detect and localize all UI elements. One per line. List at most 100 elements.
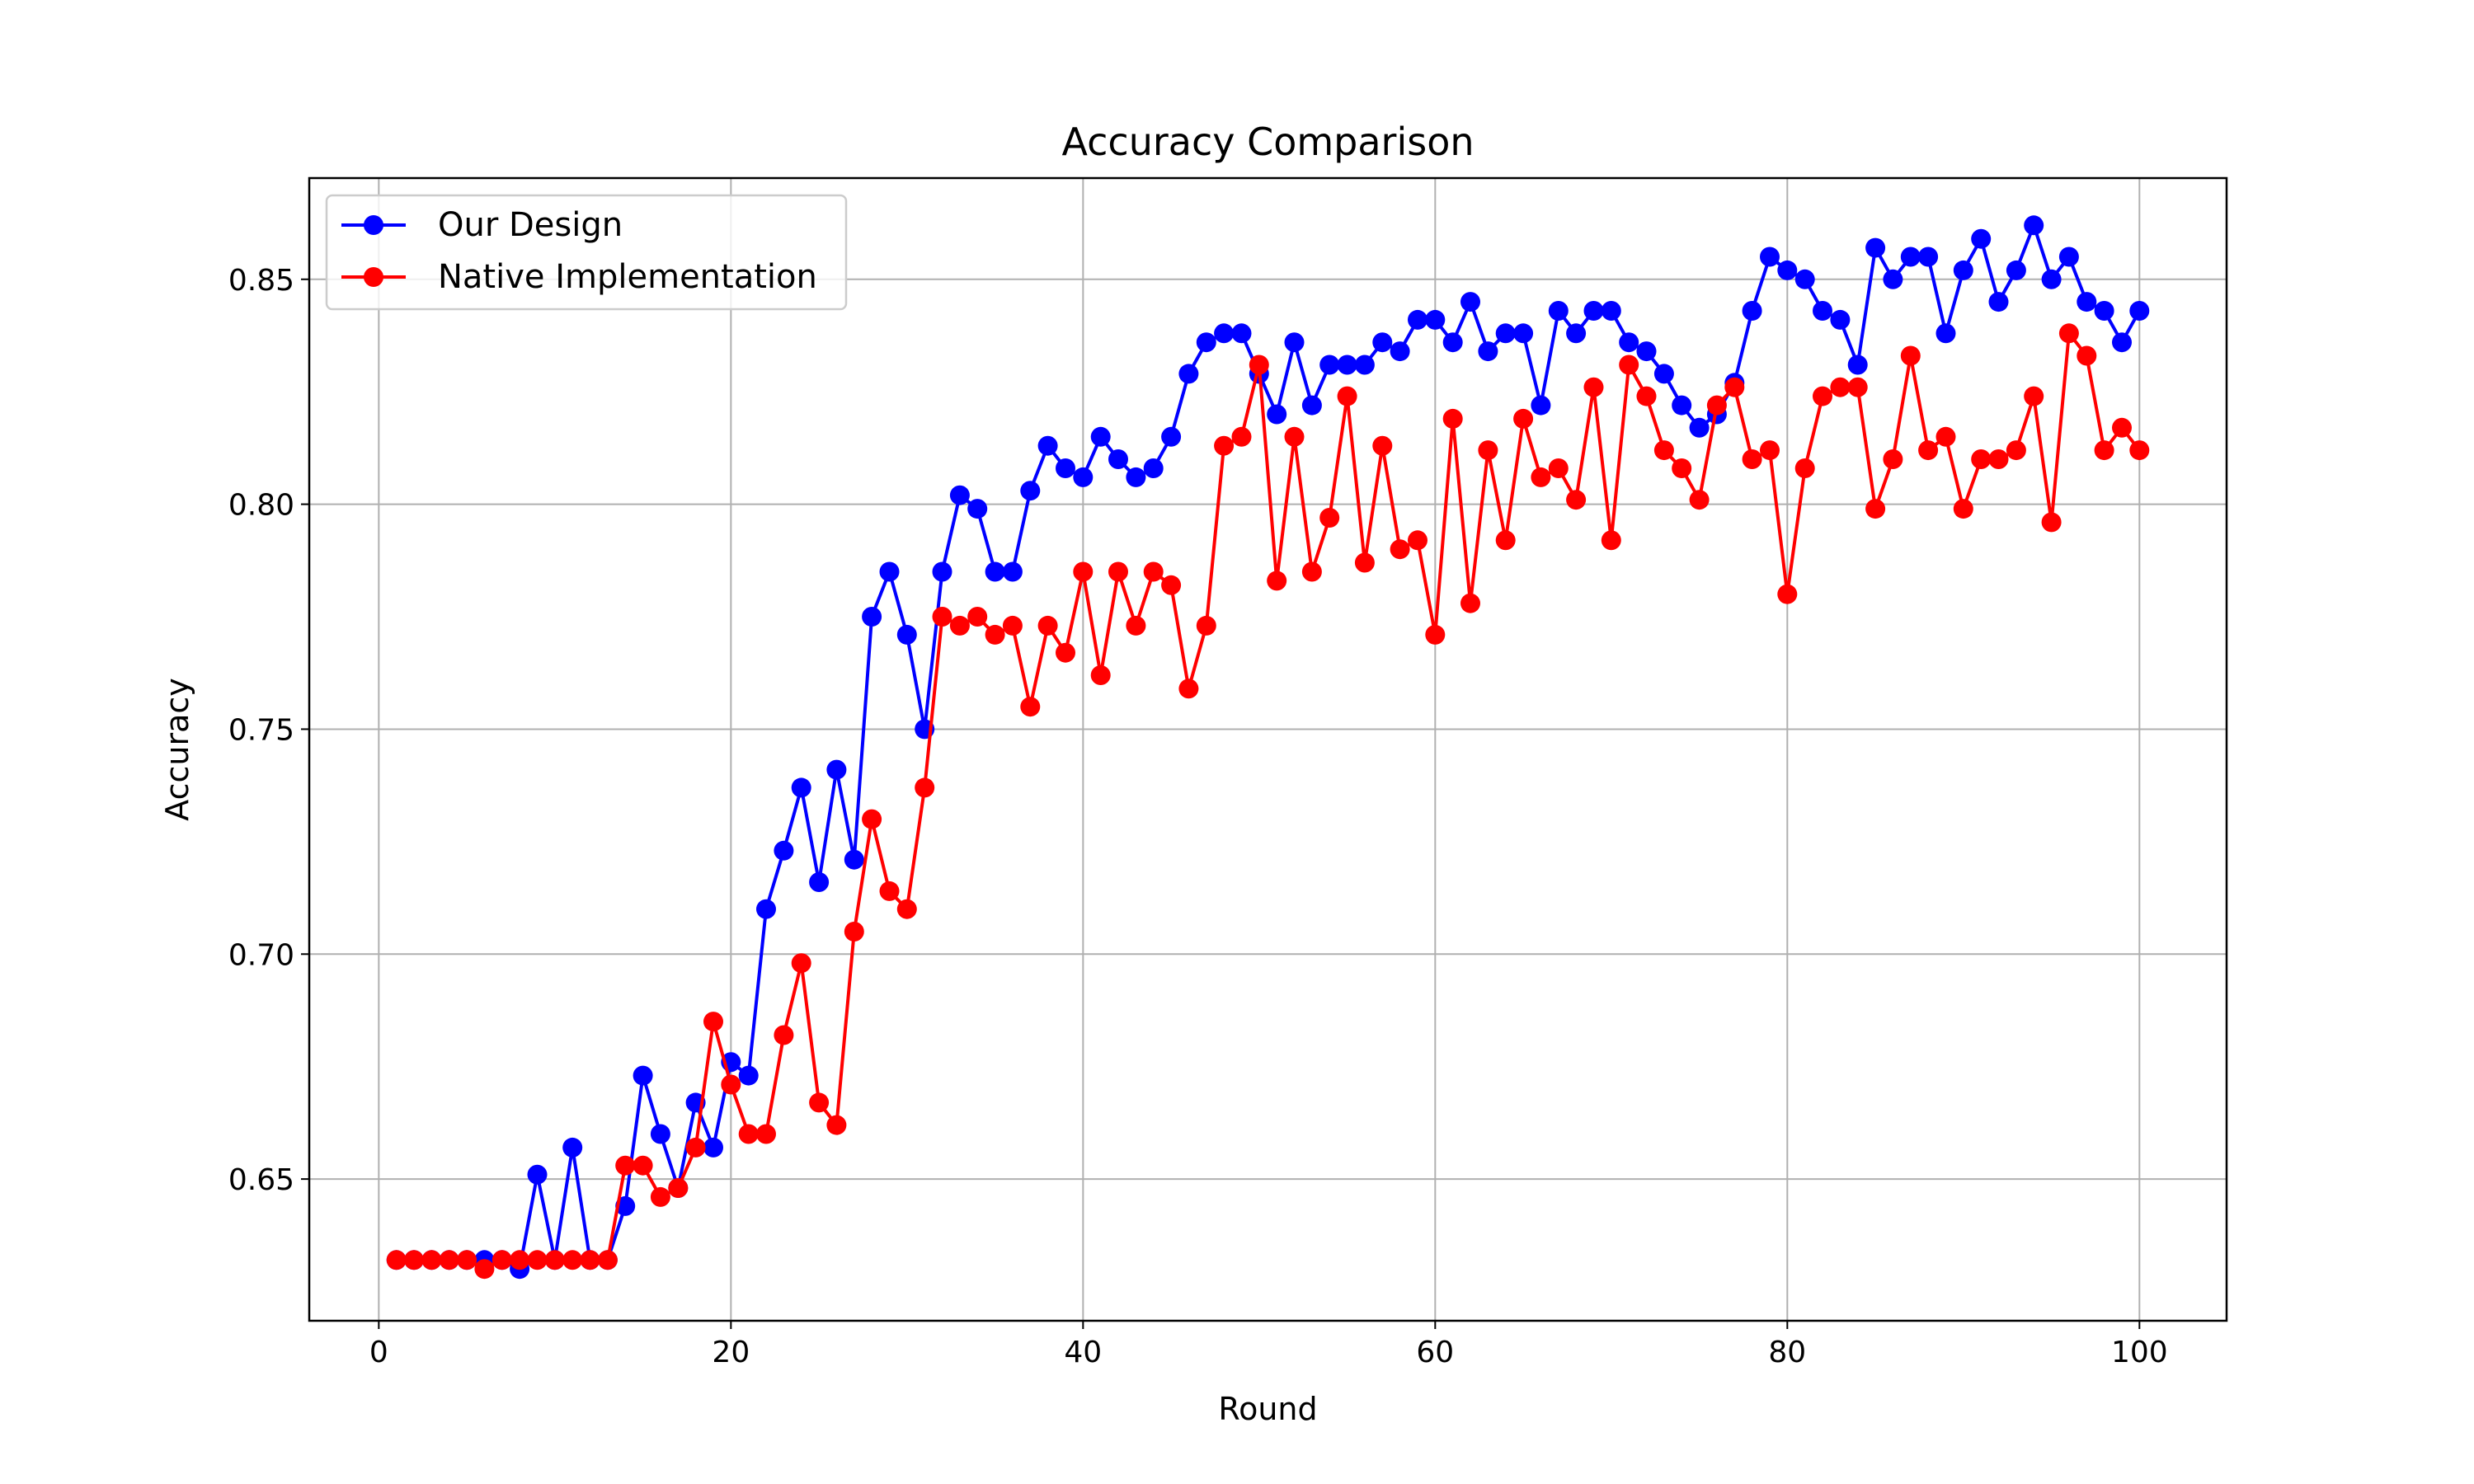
point-native-implementation bbox=[492, 1250, 512, 1270]
point-our-design bbox=[985, 561, 1005, 582]
point-our-design bbox=[1037, 435, 1058, 456]
y-axis-title: Accuracy bbox=[159, 678, 195, 821]
point-native-implementation bbox=[1935, 426, 1956, 447]
point-native-implementation bbox=[1706, 395, 1727, 416]
point-native-implementation bbox=[474, 1259, 495, 1280]
point-our-design bbox=[1337, 355, 1357, 375]
point-native-implementation bbox=[1143, 561, 1164, 582]
point-native-implementation bbox=[896, 899, 917, 919]
point-our-design bbox=[2058, 247, 2079, 267]
point-our-design bbox=[932, 561, 952, 582]
x-tick-label: 40 bbox=[1064, 1336, 1102, 1369]
point-our-design bbox=[844, 849, 864, 870]
point-native-implementation bbox=[1090, 665, 1111, 685]
point-our-design bbox=[1883, 269, 1903, 289]
point-native-implementation bbox=[1301, 561, 1322, 582]
point-native-implementation bbox=[633, 1155, 653, 1176]
point-our-design bbox=[2094, 301, 2114, 321]
point-our-design bbox=[862, 607, 882, 627]
point-native-implementation bbox=[1847, 377, 1868, 397]
point-our-design bbox=[633, 1065, 653, 1086]
point-native-implementation bbox=[1566, 490, 1587, 510]
point-our-design bbox=[1442, 332, 1463, 353]
point-native-implementation bbox=[1249, 355, 1269, 375]
point-native-implementation bbox=[844, 922, 864, 942]
x-tick-label: 60 bbox=[1416, 1336, 1454, 1369]
point-native-implementation bbox=[1372, 435, 1393, 456]
x-tick-label: 100 bbox=[2111, 1336, 2168, 1369]
point-native-implementation bbox=[562, 1250, 583, 1270]
point-our-design bbox=[2024, 215, 2044, 236]
point-our-design bbox=[1408, 309, 1427, 330]
point-native-implementation bbox=[1988, 449, 2009, 469]
point-native-implementation bbox=[650, 1186, 670, 1207]
point-our-design bbox=[1971, 228, 1992, 249]
point-native-implementation bbox=[2112, 417, 2132, 438]
legend-label-native-implementation: Native Implementation bbox=[438, 258, 817, 296]
point-native-implementation bbox=[756, 1124, 776, 1144]
point-native-implementation bbox=[826, 1115, 847, 1135]
point-native-implementation bbox=[1126, 615, 1146, 636]
point-native-implementation bbox=[1760, 440, 1780, 461]
point-native-implementation bbox=[1830, 377, 1851, 397]
grid bbox=[309, 178, 2227, 1321]
point-native-implementation bbox=[1037, 615, 1058, 636]
point-native-implementation bbox=[1002, 615, 1023, 636]
point-native-implementation bbox=[1214, 435, 1235, 456]
point-our-design bbox=[1742, 301, 1762, 321]
point-native-implementation bbox=[1865, 499, 1886, 519]
point-native-implementation bbox=[1583, 377, 1604, 397]
point-our-design bbox=[1495, 323, 1516, 344]
point-our-design bbox=[1196, 332, 1216, 353]
point-native-implementation bbox=[1161, 575, 1182, 595]
point-our-design bbox=[1390, 341, 1410, 362]
point-our-design bbox=[1548, 301, 1569, 321]
point-native-implementation bbox=[1267, 571, 1287, 591]
point-our-design bbox=[2112, 332, 2132, 353]
point-native-implementation bbox=[1390, 539, 1410, 560]
point-native-implementation bbox=[809, 1092, 830, 1113]
point-native-implementation bbox=[668, 1178, 689, 1198]
point-our-design bbox=[1073, 467, 1094, 487]
point-our-design bbox=[1865, 237, 1886, 258]
point-native-implementation bbox=[1478, 440, 1498, 461]
y-axis: 0.65 0.70 0.75 0.80 0.85 bbox=[228, 264, 309, 1197]
plot-area bbox=[386, 215, 2150, 1280]
point-native-implementation bbox=[1672, 458, 1692, 478]
point-native-implementation bbox=[949, 615, 970, 636]
point-our-design bbox=[2077, 292, 2097, 312]
point-native-implementation bbox=[2041, 512, 2062, 533]
x-tick-label: 20 bbox=[712, 1336, 750, 1369]
point-our-design bbox=[2041, 269, 2062, 289]
point-our-design bbox=[703, 1137, 723, 1158]
x-axis: 0 20 40 60 80 100 bbox=[369, 1321, 2168, 1369]
point-our-design bbox=[949, 485, 970, 505]
point-our-design bbox=[896, 624, 917, 645]
point-native-implementation bbox=[2006, 440, 2026, 461]
point-our-design bbox=[826, 759, 847, 780]
point-native-implementation bbox=[703, 1012, 723, 1032]
point-native-implementation bbox=[985, 624, 1005, 645]
point-native-implementation bbox=[774, 1025, 794, 1045]
point-our-design bbox=[562, 1137, 583, 1158]
point-native-implementation bbox=[1689, 490, 1710, 510]
point-native-implementation bbox=[597, 1250, 618, 1270]
point-native-implementation bbox=[685, 1137, 706, 1158]
point-native-implementation bbox=[1284, 426, 1305, 447]
point-our-design bbox=[1900, 247, 1921, 267]
point-our-design bbox=[1935, 323, 1956, 344]
point-native-implementation bbox=[1742, 449, 1762, 469]
point-our-design bbox=[1794, 269, 1815, 289]
y-tick-label: 0.85 bbox=[228, 264, 294, 298]
point-our-design bbox=[1847, 355, 1868, 375]
point-native-implementation bbox=[1918, 440, 1939, 461]
point-native-implementation bbox=[915, 777, 935, 798]
point-our-design bbox=[1284, 332, 1305, 353]
legend-marker-native-implementation bbox=[364, 267, 383, 287]
point-our-design bbox=[1953, 260, 1973, 280]
axes-frame bbox=[308, 176, 2228, 1322]
point-our-design bbox=[1601, 301, 1621, 321]
point-our-design bbox=[1090, 426, 1111, 447]
point-our-design bbox=[1056, 458, 1075, 478]
point-our-design bbox=[1319, 355, 1340, 375]
